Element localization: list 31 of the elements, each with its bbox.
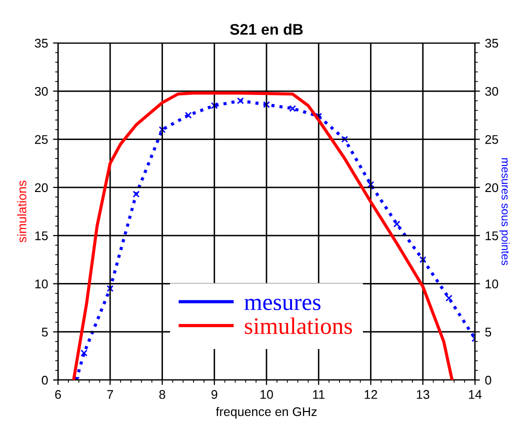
x-tick-label: 11: [313, 390, 325, 399]
y-tick-label: 30: [34, 86, 48, 96]
x-tick-label: 9: [211, 390, 218, 399]
y2-tick-label: 15: [486, 232, 498, 240]
y-axis-title: simulations: [17, 180, 26, 242]
y2-tick-label: 20: [485, 183, 498, 192]
y2-tick-label: 25: [485, 135, 498, 144]
y-tick-label: 10: [35, 280, 48, 288]
y2-axis-title: mesures sous pointes: [499, 158, 510, 266]
legend-label: simulations: [244, 317, 352, 334]
y2-tick-label: 30: [485, 86, 498, 96]
y-tick-label: 15: [35, 232, 48, 240]
y-tick-label: 0: [42, 376, 48, 385]
y2-tick-label: 10: [486, 280, 498, 288]
y-tick-label: 20: [35, 183, 48, 192]
x-tick-label: 6: [55, 390, 61, 399]
x-axis-title: frequence en GHz: [216, 406, 317, 419]
y-tick-label: 5: [42, 328, 48, 337]
legend-label: mesures: [244, 298, 320, 310]
x-tick-label: 12: [364, 390, 378, 399]
x-tick-label: 13: [416, 390, 430, 399]
x-tick-label: 8: [159, 390, 166, 399]
y2-tick-label: 35: [485, 38, 498, 48]
y2-tick-label: 0: [485, 376, 492, 385]
y-tick-label: 25: [35, 135, 48, 144]
y-tick-label: 35: [34, 38, 48, 48]
x-tick-label: 10: [260, 390, 273, 399]
y2-tick-label: 5: [485, 328, 492, 337]
x-tick-label: 7: [107, 390, 113, 399]
chart-title: S21 en dB: [230, 24, 303, 35]
x-tick-label: 14: [469, 390, 482, 399]
